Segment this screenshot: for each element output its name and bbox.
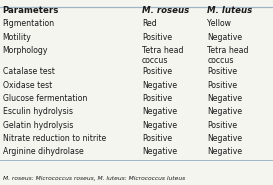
Text: M. roseus: M. roseus (142, 6, 189, 16)
Text: Positive: Positive (142, 33, 172, 42)
Text: Tetra head
coccus: Tetra head coccus (142, 46, 183, 65)
Text: Negative: Negative (207, 94, 243, 103)
Text: Catalase test: Catalase test (3, 67, 55, 76)
Text: Nitrate reduction to nitrite: Nitrate reduction to nitrite (3, 134, 106, 143)
Text: Morphology: Morphology (3, 46, 48, 55)
Text: Positive: Positive (207, 81, 238, 90)
Text: Esculin hydrolysis: Esculin hydrolysis (3, 107, 73, 116)
Text: Negative: Negative (207, 33, 243, 42)
Text: Arginine dihydrolase: Arginine dihydrolase (3, 147, 84, 156)
Text: Negative: Negative (142, 107, 177, 116)
Text: Red: Red (142, 19, 157, 28)
Text: Positive: Positive (142, 134, 172, 143)
Text: Negative: Negative (142, 147, 177, 156)
Text: Pigmentation: Pigmentation (3, 19, 55, 28)
Text: Glucose fermentation: Glucose fermentation (3, 94, 87, 103)
Text: Negative: Negative (207, 107, 243, 116)
Text: Positive: Positive (142, 67, 172, 76)
Text: Negative: Negative (142, 81, 177, 90)
Text: Motility: Motility (3, 33, 32, 42)
Text: M. luteus: M. luteus (207, 6, 253, 16)
Text: Oxidase test: Oxidase test (3, 81, 52, 90)
Text: Positive: Positive (142, 94, 172, 103)
Text: M. roseus: Micrococcus roseus, M. luteus: Micrococcus luteus: M. roseus: Micrococcus roseus, M. luteus… (3, 176, 185, 181)
Text: Gelatin hydrolysis: Gelatin hydrolysis (3, 121, 73, 130)
Text: Yellow: Yellow (207, 19, 232, 28)
Text: Negative: Negative (207, 134, 243, 143)
Text: Parameters: Parameters (3, 6, 59, 16)
Text: Negative: Negative (207, 147, 243, 156)
Text: Tetra head
coccus: Tetra head coccus (207, 46, 249, 65)
Text: Positive: Positive (207, 67, 238, 76)
Text: Positive: Positive (207, 121, 238, 130)
Text: Negative: Negative (142, 121, 177, 130)
